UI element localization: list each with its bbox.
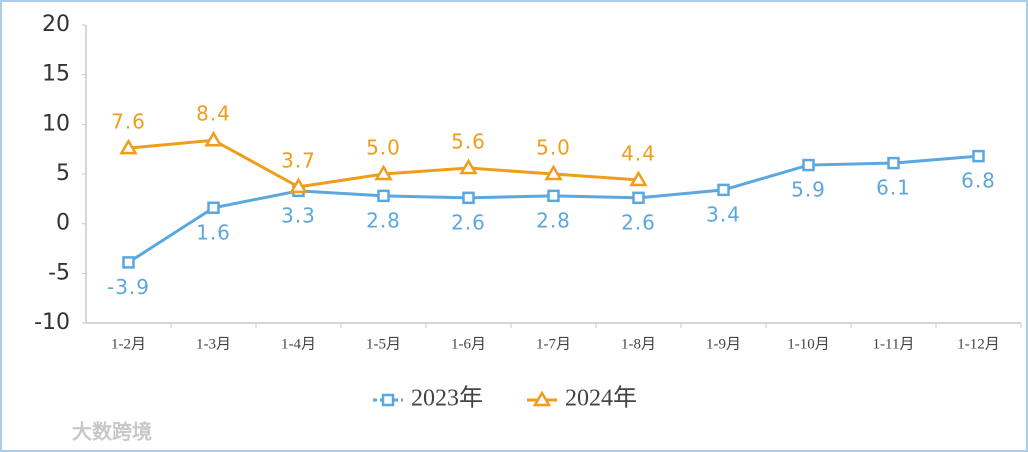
x-tick-label: 1-3月: [196, 336, 231, 352]
watermark: 大数跨境: [72, 420, 152, 444]
x-tick-label: 1-6月: [451, 336, 486, 352]
data-point: [459, 158, 478, 175]
data-label: 2.6: [621, 210, 656, 234]
data-label: 3.4: [706, 202, 741, 226]
data-point: [119, 138, 138, 155]
legend-marker: [532, 390, 552, 407]
data-label: 8.4: [196, 102, 231, 126]
data-point: [289, 177, 308, 194]
x-tick-label: 1-9月: [706, 336, 741, 352]
data-point: [629, 170, 648, 187]
data-point: [544, 164, 563, 181]
y-tick-label: -5: [48, 260, 70, 285]
data-point: [377, 189, 390, 203]
data-label: 7.6: [111, 110, 146, 134]
x-tick-label: 1-4月: [281, 336, 316, 352]
y-tick-label: -10: [34, 310, 70, 335]
y-tick-label: 15: [42, 62, 70, 87]
y-tick-label: 5: [56, 161, 70, 186]
data-point: [204, 130, 223, 147]
data-point: [547, 189, 560, 203]
data-label: -3.9: [107, 275, 150, 299]
data-label: 4.4: [621, 141, 656, 165]
y-tick-label: 0: [56, 211, 70, 236]
data-point: [632, 191, 645, 205]
data-label: 2.6: [451, 210, 486, 234]
x-tick-label: 1-12月: [957, 336, 1000, 352]
data-point: [717, 183, 730, 197]
data-point: [122, 256, 135, 269]
data-point: [207, 201, 220, 215]
data-label: 2.8: [536, 208, 571, 232]
y-tick-label: 10: [42, 111, 70, 136]
data-label: 2.8: [366, 208, 401, 232]
data-label: 1.6: [196, 220, 231, 244]
legend-marker: [381, 393, 395, 407]
x-tick-label: 1-7月: [536, 336, 571, 352]
data-label: 6.8: [961, 169, 996, 193]
data-label: 5.9: [791, 178, 826, 202]
data-point: [972, 149, 985, 163]
x-tick-label: 1-8月: [621, 336, 656, 352]
data-label: 3.7: [281, 148, 316, 172]
x-tick-label: 1-5月: [366, 336, 401, 352]
legend-label: 2023年: [411, 385, 483, 412]
data-point: [374, 164, 393, 181]
data-label: 3.3: [281, 203, 316, 227]
legend-label: 2024年: [565, 385, 637, 412]
y-tick-label: 20: [42, 12, 70, 37]
data-point: [802, 158, 815, 172]
data-label: 5.6: [451, 130, 486, 154]
data-point: [887, 156, 900, 170]
x-tick-label: 1-10月: [787, 336, 830, 352]
x-tick-label: 1-2月: [111, 336, 146, 352]
data-label: 5.0: [536, 136, 571, 160]
data-label: 5.0: [366, 136, 401, 160]
x-tick-label: 1-11月: [873, 336, 915, 352]
data-point: [462, 191, 475, 205]
data-label: 6.1: [876, 176, 911, 200]
